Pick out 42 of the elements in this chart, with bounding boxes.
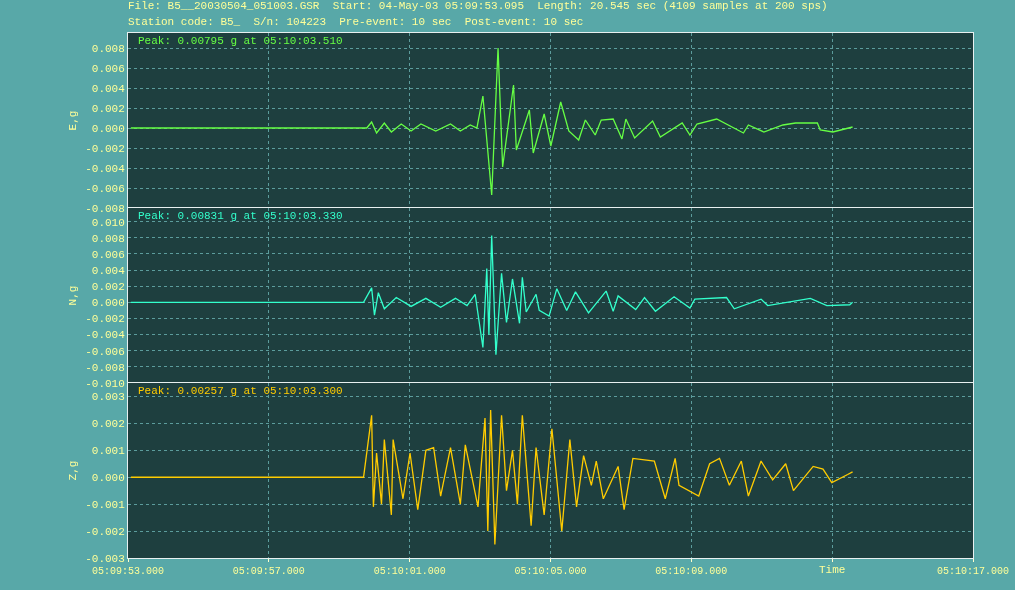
y-axis-title: E,g — [66, 110, 79, 131]
y-axis-title: N,g — [66, 285, 79, 306]
annotation: Peak: 0.00795 g at 05:10:03.510 — [138, 35, 343, 47]
x-tick-label: 05:09:57.000 — [232, 566, 305, 577]
y-tick-label: 0.000 — [91, 472, 125, 485]
y-tick-label: -0.001 — [85, 499, 126, 511]
y-tick-label: 0.010 — [91, 216, 125, 229]
y-axis-title: Z,g — [66, 460, 79, 481]
x-tick-label: 05:09:53.000 — [91, 566, 165, 577]
annotation: Peak: 0.00257 g at 05:10:03.300 — [138, 385, 343, 397]
y-tick-label: 0.002 — [91, 102, 125, 115]
y-tick-label: 0.002 — [91, 418, 125, 431]
chart-title: File: B5__20030504_051003.GSR Start: 04-May-03 05:09:53.095 Length: 20.545 sec (4109 samples at 200 sps) — [128, 0, 828, 12]
y-tick-label: -0.002 — [85, 142, 125, 155]
x-tick-label: 05:10:05.000 — [514, 566, 587, 577]
x-tick-label: 05:10:09.000 — [655, 566, 728, 577]
annotation: Peak: 0.00831 g at 05:10:03.330 — [138, 210, 343, 222]
y-tick-label: 0.004 — [91, 82, 126, 95]
y-tick-label: -0.008 — [85, 202, 125, 215]
y-tick-label: -0.004 — [85, 329, 126, 342]
y-tick-label: -0.006 — [85, 345, 125, 358]
y-tick-label: 0.008 — [91, 232, 125, 245]
y-tick-label: -0.010 — [85, 377, 125, 390]
y-tick-label: 0.000 — [91, 122, 125, 135]
y-tick-label: -0.002 — [85, 313, 125, 326]
y-tick-label: 0.008 — [91, 42, 125, 55]
chart-subtitle: Station code: B5_ S/n: 104223 Pre-event: 10 sec Post-event: 10 sec — [128, 16, 584, 28]
y-tick-label: 0.006 — [91, 62, 125, 75]
y-tick-label: -0.004 — [85, 162, 126, 175]
y-tick-label: 0.004 — [91, 264, 126, 277]
y-tick-label: -0.008 — [85, 361, 125, 374]
y-tick-label: -0.006 — [85, 182, 125, 195]
y-tick-label: -0.002 — [85, 525, 125, 538]
y-tick-label: 0.000 — [91, 297, 125, 310]
x-axis-title: Time — [819, 564, 846, 576]
x-tick-label: 05:10:17.000 — [936, 566, 1010, 577]
y-tick-label: 0.002 — [91, 281, 125, 294]
y-tick-label: 0.003 — [91, 391, 125, 404]
y-tick-label: 0.006 — [91, 248, 125, 261]
x-tick-label: 05:10:01.000 — [373, 566, 446, 577]
y-tick-label: -0.003 — [85, 552, 125, 565]
y-tick-label: 0.001 — [91, 445, 126, 458]
